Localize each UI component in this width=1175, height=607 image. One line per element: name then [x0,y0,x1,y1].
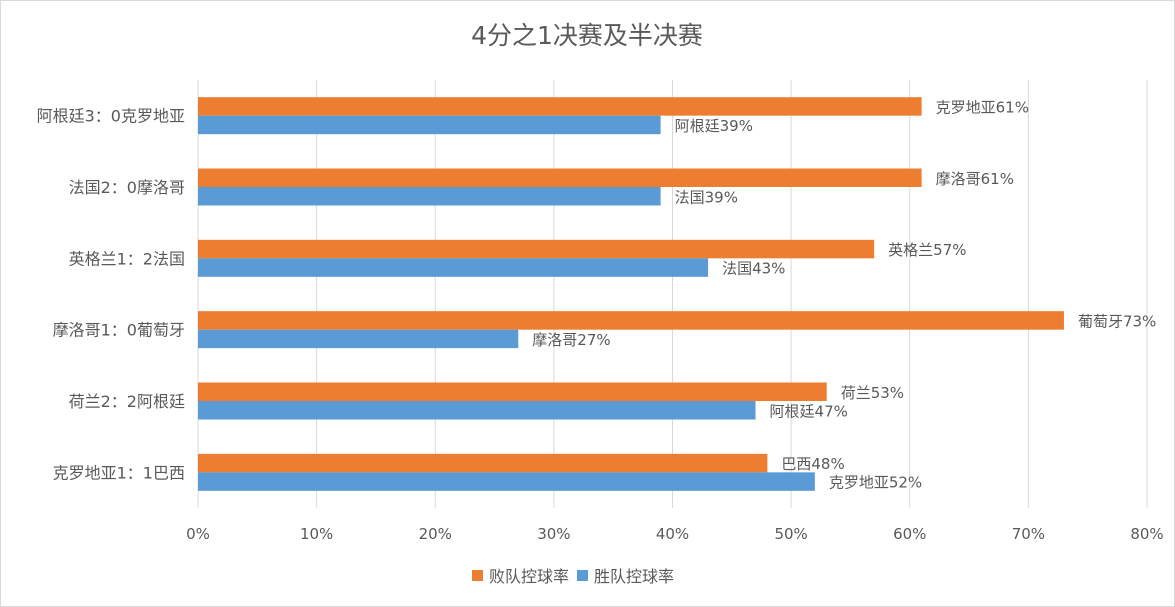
data-label: 巴西48% [781,455,844,473]
bar [198,258,709,277]
bar [198,453,768,473]
x-tick-label: 30% [537,525,570,543]
bar [198,239,875,259]
data-label: 克罗地亚52% [829,474,922,492]
x-tick-label: 0% [186,525,210,543]
x-tick-label: 50% [774,525,807,543]
x-tick-label: 10% [300,525,333,543]
data-label: 法国43% [722,260,785,278]
legend-label: 败队控球率 [489,567,569,586]
data-label: 荷兰53% [841,384,904,402]
data-label: 葡萄牙73% [1078,312,1156,330]
category-label: 英格兰1：2法国 [69,249,185,268]
x-tick-label: 60% [893,525,926,543]
legend-label: 胜队控球率 [594,567,674,586]
bar [198,115,661,135]
data-label: 摩洛哥61% [936,170,1014,188]
x-tick-label: 70% [1012,525,1045,543]
legend-swatch [577,570,589,581]
x-tick-label: 80% [1130,525,1163,543]
data-label: 摩洛哥27% [532,331,610,349]
category-label: 阿根廷3：0克罗地亚 [37,107,185,126]
category-label: 荷兰2：2阿根廷 [69,392,185,411]
chart-title: 4分之1决赛及半决赛 [471,21,703,50]
data-label: 法国39% [675,188,738,206]
legend-swatch [472,570,483,581]
bar [198,168,922,187]
bar [198,472,815,491]
data-label: 阿根廷47% [770,402,848,420]
bar [198,311,1064,330]
bar [198,382,827,401]
x-tick-label: 40% [656,525,689,543]
category-label: 法国2：0摩洛哥 [69,178,185,197]
bar [198,97,922,116]
bar [198,329,519,349]
data-label: 英格兰57% [888,241,966,259]
data-label: 克罗地亚61% [936,98,1029,116]
x-tick-label: 20% [419,525,452,543]
bar [198,401,756,420]
category-label: 克罗地亚1：1巴西 [53,463,185,482]
category-label: 摩洛哥1：0葡萄牙 [53,321,185,340]
bar [198,187,661,206]
data-label: 阿根廷39% [675,117,753,135]
